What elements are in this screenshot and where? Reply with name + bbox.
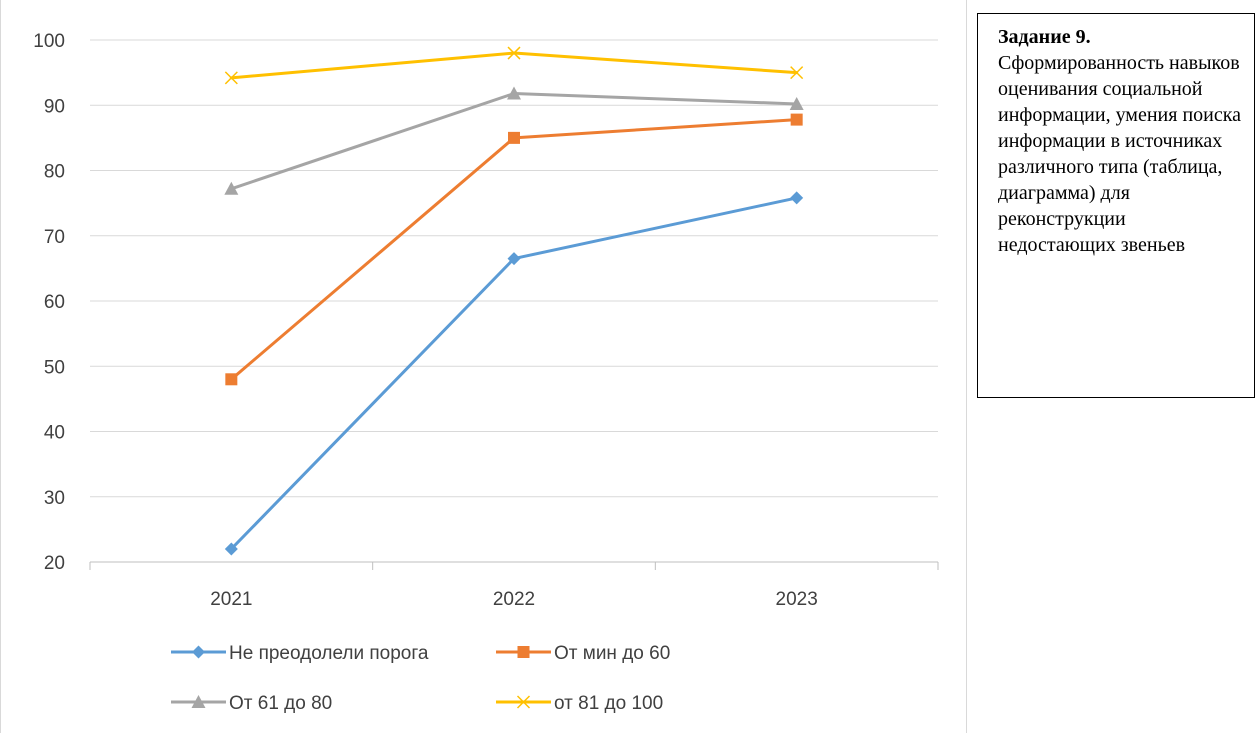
y-tick-label: 20 <box>44 553 65 574</box>
legend-label: Не преодолели порога <box>229 643 429 664</box>
data-point <box>507 46 521 60</box>
legend-marker <box>191 695 206 708</box>
series-line <box>229 118 799 381</box>
data-point <box>225 373 238 386</box>
data-point <box>790 113 803 126</box>
x-tick-label: 2021 <box>210 589 252 610</box>
y-tick-label: 60 <box>44 292 65 313</box>
y-tick-label: 30 <box>44 488 65 509</box>
y-tick-label: 80 <box>44 162 65 183</box>
y-tick-label: 90 <box>44 96 65 117</box>
y-tick-label: 50 <box>44 357 65 378</box>
y-tick-label: 100 <box>33 31 65 52</box>
legend-label: от 81 до 100 <box>554 693 663 714</box>
data-point <box>508 131 520 144</box>
chart-frame: 20 30 40 50 60 70 80 90 100 2021 2022 2023 Не преодо… <box>0 0 967 733</box>
task-text: Сформированность навыков оценивания соци… <box>998 52 1242 256</box>
data-point <box>789 96 804 110</box>
line-chart: 20 30 40 50 60 70 80 90 100 2021 2022 2023 Не преодо… <box>33 31 939 714</box>
task-title: Задание 9. <box>998 26 1091 48</box>
y-tick-label: 70 <box>44 227 65 248</box>
x-tick-label: 2022 <box>493 589 535 610</box>
data-point <box>224 542 238 556</box>
y-tick-label: 40 <box>44 423 65 444</box>
series-line <box>229 51 799 80</box>
legend-marker <box>192 645 205 659</box>
data-point <box>790 191 804 205</box>
legend-label: От мин до 60 <box>554 643 670 664</box>
data-point <box>507 252 521 266</box>
legend-label: От 61 до 80 <box>229 693 332 714</box>
legend-marker <box>516 695 531 709</box>
data-point <box>224 181 239 195</box>
data-point <box>790 66 804 80</box>
data-point <box>507 86 521 100</box>
data-point <box>224 71 238 85</box>
legend-marker <box>517 646 530 658</box>
x-tick-label: 2023 <box>776 589 818 610</box>
task-description-box: Задание 9. Сформированность навыков оцен… <box>977 13 1255 398</box>
